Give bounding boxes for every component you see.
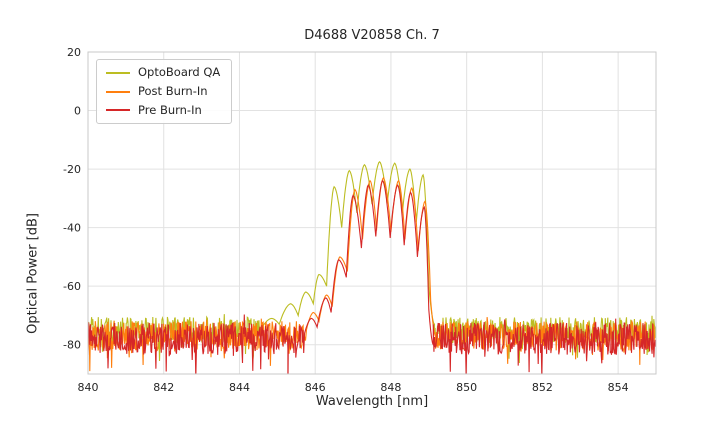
legend: OptoBoard QA Post Burn-In Pre Burn-In — [96, 59, 233, 125]
x-axis-label: Wavelength [nm] — [315, 394, 429, 409]
legend-line-swatch-post-burn-in — [106, 90, 130, 93]
x-tick-label: 850 — [456, 381, 477, 394]
y-tick-label: -20 — [63, 163, 81, 176]
x-tick-label: 840 — [78, 381, 99, 394]
legend-item-pre-burn-in: Pre Burn-In — [106, 102, 220, 118]
x-tick-label: 842 — [153, 381, 174, 394]
legend-item-post-burn-in: Post Burn-In — [106, 83, 220, 99]
chart-title: D4688 V20858 Ch. 7 — [304, 28, 440, 43]
y-axis-label-text: Optical Power [dB] — [25, 213, 40, 334]
x-tick-label: 854 — [608, 381, 629, 394]
series-line-pre-burn-in — [88, 179, 656, 374]
series-line-optoboard-qa — [88, 160, 656, 364]
legend-label-post-burn-in: Post Burn-In — [138, 83, 208, 98]
y-tick-label: 0 — [74, 105, 81, 118]
x-tick-label: 844 — [229, 381, 250, 394]
legend-label-pre-burn-in: Pre Burn-In — [138, 102, 202, 117]
x-tick-label: 846 — [305, 381, 326, 394]
y-tick-label: -60 — [63, 280, 81, 293]
x-tick-label: 848 — [380, 381, 401, 394]
legend-line-swatch-optoboard-qa — [106, 71, 130, 74]
y-tick-label: -80 — [63, 339, 81, 352]
y-tick-label: -40 — [63, 222, 81, 235]
legend-label-optoboard-qa: OptoBoard QA — [138, 65, 221, 79]
legend-item-optoboard-qa: OptoBoard QA — [106, 65, 221, 80]
axes-spines — [87, 51, 657, 375]
x-tick-label: 852 — [532, 381, 553, 394]
legend-line-swatch-pre-burn-in — [106, 109, 130, 112]
y-tick-label: 20 — [67, 46, 81, 59]
